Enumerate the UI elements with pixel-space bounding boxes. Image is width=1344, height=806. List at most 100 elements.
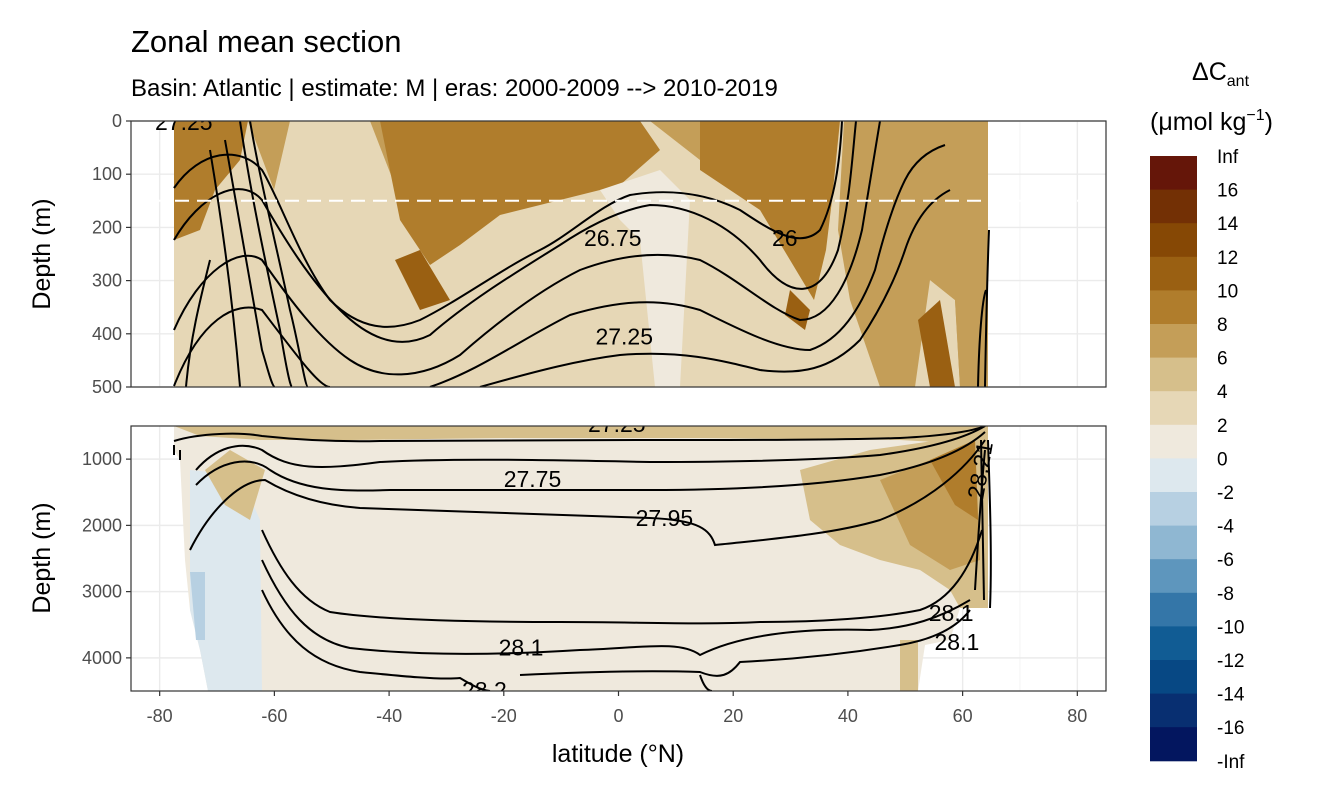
- legend-color-band: [1150, 492, 1197, 527]
- y-tick-label: 400: [92, 324, 122, 344]
- legend-color-band: [1150, 693, 1197, 728]
- contour-label: 27.75: [504, 466, 562, 492]
- lower-contour-labels: 27.75 27.95 28.1 28.1 28.1: [499, 466, 980, 660]
- upper-panel: 26.75 26 27.25 27.25 0 100 200 300 400 500: [92, 109, 1107, 397]
- legend-break-label: 6: [1217, 349, 1228, 370]
- contour-label: 28.1: [929, 600, 974, 626]
- upper-field-east-patch: [918, 300, 955, 387]
- legend-color-band: [1150, 626, 1197, 661]
- legend-color-band: [1150, 592, 1197, 627]
- x-tick-label: -40: [376, 706, 402, 726]
- lower-clipped-contour-label: 27.25: [588, 411, 646, 437]
- legend-color-band: [1150, 660, 1197, 695]
- upper-y-axis: 0 100 200 300 400 500: [92, 111, 131, 397]
- contour-label: 26: [772, 225, 798, 251]
- y-axis-title-upper: Depth (m): [28, 198, 56, 309]
- upper-field-6-8: [174, 121, 988, 387]
- legend-break-label: 0: [1217, 449, 1228, 470]
- upper-field-8-10-east: [700, 121, 840, 300]
- x-tick-label: 80: [1067, 706, 1087, 726]
- upper-field-east-edge: [900, 190, 988, 387]
- x-tick-label: 20: [723, 706, 743, 726]
- legend-break-label: -16: [1217, 718, 1244, 739]
- legend-color-band: [1150, 458, 1197, 493]
- lower-field-east-6-8: [930, 440, 978, 520]
- legend-color-band: [1150, 156, 1197, 191]
- lower-field: [174, 426, 988, 691]
- contour-label: 28.1: [499, 634, 544, 660]
- legend-break-label: 4: [1217, 382, 1228, 403]
- legend-break-label: 12: [1217, 248, 1238, 269]
- x-tick-label: 0: [613, 706, 623, 726]
- legend-color-band: [1150, 424, 1197, 459]
- chart-title: Zonal mean section: [131, 24, 402, 59]
- legend-color-band: [1150, 290, 1197, 325]
- x-axis: -80 -60 -40 -20 0 20 40 60 80: [147, 691, 1087, 726]
- x-tick-label: 60: [953, 706, 973, 726]
- legend-break-label: -12: [1217, 651, 1244, 672]
- y-tick-label: 3000: [82, 582, 122, 602]
- legend-title-line1: ΔCant: [1192, 58, 1250, 90]
- legend-color-band: [1150, 189, 1197, 224]
- legend-color-band: [1150, 559, 1197, 594]
- lower-contour-lines: [173, 426, 992, 691]
- upper-field-equator-0-2: [600, 170, 690, 387]
- legend-break-label: Inf: [1217, 147, 1239, 168]
- lower-field-base: [174, 426, 988, 691]
- legend-labels: Inf 16 14 12 10 8 6 4 2 0 -2 -4 -6 -8 -10 -12 -14 -16 -Inf: [1217, 147, 1245, 773]
- y-tick-label: 500: [92, 377, 122, 397]
- upper-panel-border: [130, 120, 1107, 388]
- legend-color-band: [1150, 727, 1197, 762]
- legend-break-label: 10: [1217, 281, 1238, 302]
- legend-color-band: [1150, 256, 1197, 291]
- legend-break-label: -4: [1217, 517, 1234, 538]
- upper-clipped-contour-label: 27.25: [155, 109, 213, 135]
- y-tick-label: 4000: [82, 648, 122, 668]
- contour-label: 26.75: [584, 225, 642, 251]
- lower-field-neg2-neg4: [190, 572, 205, 640]
- legend-color-band: [1150, 391, 1197, 426]
- y-tick-label: 200: [92, 217, 122, 237]
- legend-break-label: 2: [1217, 416, 1228, 437]
- lower-y-axis: 1000 2000 3000 4000: [82, 449, 131, 668]
- x-tick-label: 40: [838, 706, 858, 726]
- legend-title-line2: (μmol kg−1): [1150, 107, 1273, 136]
- legend-break-label: -Inf: [1217, 752, 1245, 773]
- upper-field-8-10-west: [380, 121, 660, 265]
- colorbar-legend: ΔCant (μmol kg−1) Inf 16 14 12 10 8 6 4 2 0 -2 -4 -6…: [1150, 58, 1273, 773]
- legend-break-label: -14: [1217, 685, 1245, 706]
- legend-break-label: -8: [1217, 584, 1234, 605]
- legend-break-label: -2: [1217, 483, 1234, 504]
- x-tick-label: -80: [147, 706, 173, 726]
- y-tick-label: 1000: [82, 449, 122, 469]
- lower-clipped-contour-label-bottom: 28.2: [462, 677, 507, 703]
- upper-contour-lines: [173, 121, 990, 387]
- contour-label: 27.95: [636, 505, 694, 531]
- lower-field-0-neg2: [190, 470, 262, 691]
- contour-label: 28.1: [934, 629, 979, 655]
- legend-break-label: -10: [1217, 617, 1244, 638]
- x-tick-label: -60: [261, 706, 287, 726]
- legend-color-band: [1150, 525, 1197, 560]
- legend-break-label: 8: [1217, 315, 1228, 336]
- x-tick-label: -20: [491, 706, 517, 726]
- y-axis-title-lower: Depth (m): [28, 502, 56, 613]
- legend-break-label: -6: [1217, 550, 1234, 571]
- upper-contour-labels: 26.75 26 27.25: [584, 225, 798, 349]
- upper-field-west-edge: [174, 121, 248, 240]
- lower-field-4-6-top: [174, 426, 988, 445]
- lower-field-bottom-east: [900, 640, 918, 691]
- legend-colorbar: [1150, 156, 1197, 762]
- y-tick-label: 2000: [82, 515, 122, 535]
- contour-label: 27.25: [595, 323, 653, 349]
- legend-break-label: 16: [1217, 181, 1238, 202]
- x-axis-title: latitude (°N): [552, 740, 684, 768]
- y-tick-label: 0: [112, 111, 122, 131]
- legend-color-band: [1150, 324, 1197, 359]
- chart-subtitle: Basin: Atlantic | estimate: M | eras: 20…: [131, 75, 778, 102]
- legend-color-band: [1150, 357, 1197, 392]
- y-tick-label: 300: [92, 271, 122, 291]
- legend-break-label: 14: [1217, 214, 1239, 235]
